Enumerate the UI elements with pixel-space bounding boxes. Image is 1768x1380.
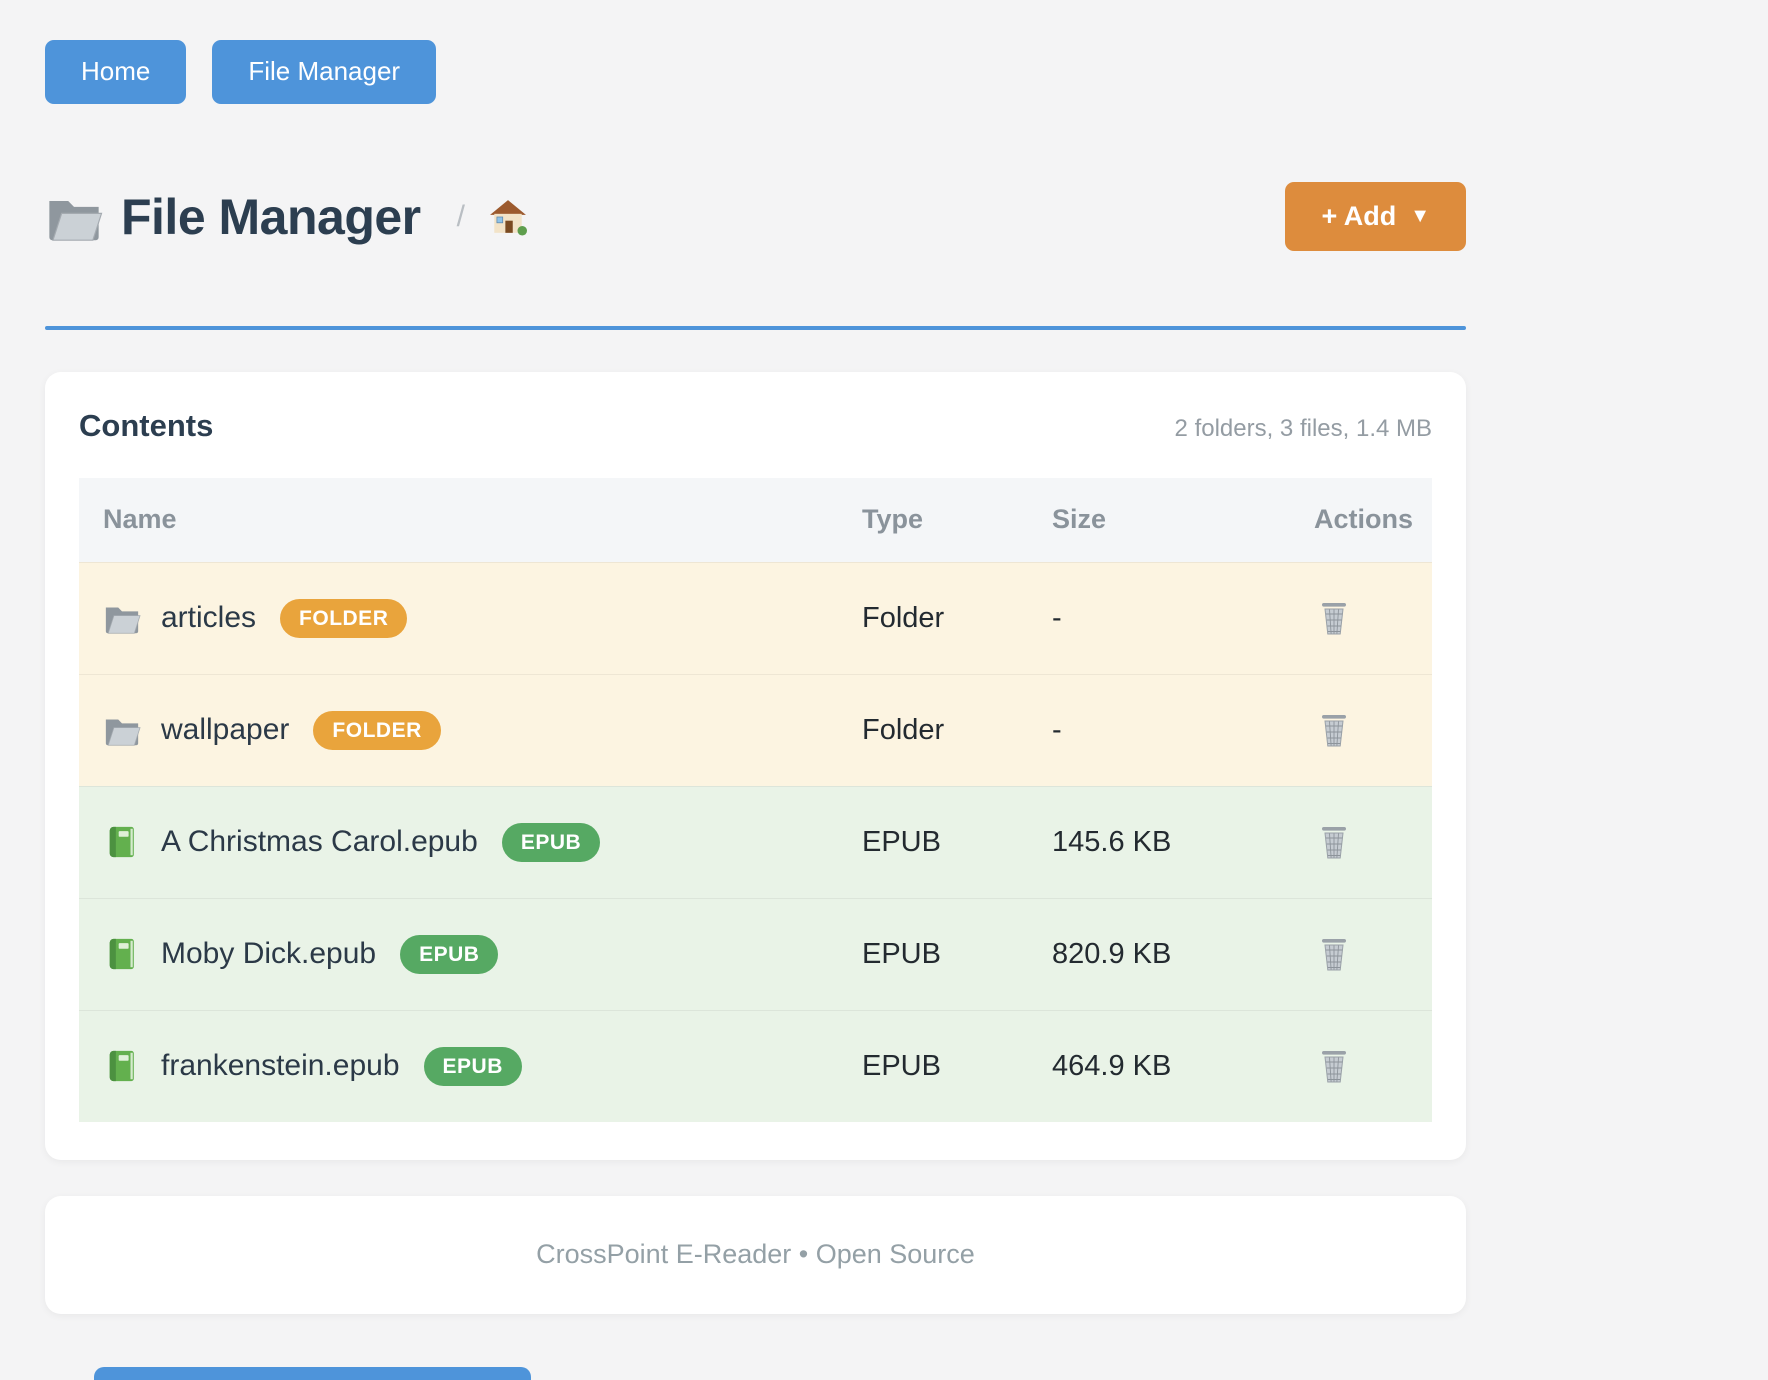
delete-button[interactable] <box>1314 820 1354 864</box>
trash-icon <box>1318 712 1350 748</box>
divider-rule <box>45 325 1466 330</box>
type-badge: EPUB <box>423 1046 522 1086</box>
table-row: A Christmas Carol.epub EPUB EPUB 145.6 K… <box>79 785 1432 898</box>
file-name[interactable]: articles <box>161 601 257 635</box>
size-value: - <box>1052 713 1062 746</box>
file-name[interactable]: Moby Dick.epub <box>161 937 377 971</box>
column-header-name: Name <box>103 504 177 535</box>
book-icon <box>103 937 141 971</box>
file-name[interactable]: frankenstein.epub <box>161 1049 400 1083</box>
table-row: Moby Dick.epub EPUB EPUB 820.9 KB <box>79 897 1432 1010</box>
type-value: EPUB <box>862 1049 941 1082</box>
trash-icon <box>1318 1048 1350 1084</box>
caret-down-icon: ▼ <box>1410 205 1430 228</box>
table-row: frankenstein.epub EPUB EPUB 464.9 KB <box>79 1009 1432 1122</box>
delete-button[interactable] <box>1314 596 1354 640</box>
breadcrumb-separator: / <box>456 199 465 233</box>
actions-cell <box>1302 596 1432 641</box>
contents-summary: 2 folders, 3 files, 1.4 MB <box>1174 414 1432 442</box>
size-value: 820.9 KB <box>1052 937 1172 970</box>
contents-card: Contents 2 folders, 3 files, 1.4 MB Name… <box>45 371 1466 1160</box>
trash-icon <box>1318 936 1350 972</box>
column-header-actions: Actions <box>1314 504 1414 535</box>
name-cell: Moby Dick.epub EPUB <box>79 934 862 974</box>
folder-icon <box>103 601 141 635</box>
type-badge: EPUB <box>400 934 499 974</box>
page-container: Home File Manager File Manager / + Add ▼… <box>45 0 1466 1314</box>
actions-cell <box>1302 932 1432 977</box>
trash-icon <box>1318 824 1350 860</box>
column-header-size: Size <box>1052 504 1107 535</box>
title-group: File Manager / <box>45 188 527 246</box>
actions-cell <box>1302 708 1432 753</box>
size-value: 464.9 KB <box>1052 1049 1172 1082</box>
type-value: EPUB <box>862 937 941 970</box>
add-button[interactable]: + Add ▼ <box>1285 182 1466 252</box>
name-cell: frankenstein.epub EPUB <box>79 1046 862 1086</box>
table-row: wallpaper FOLDER Folder - <box>79 673 1432 786</box>
trash-icon <box>1318 600 1350 636</box>
file-manager-button[interactable]: File Manager <box>212 40 437 104</box>
file-name[interactable]: A Christmas Carol.epub <box>161 825 478 859</box>
type-badge: FOLDER <box>313 710 441 750</box>
folder-icon <box>103 713 141 747</box>
files-table: Name Type Size Actions articles FOLDER F… <box>79 477 1432 1122</box>
book-icon <box>103 1049 141 1083</box>
name-cell: wallpaper FOLDER <box>79 710 862 750</box>
type-value: EPUB <box>862 825 941 858</box>
footer-text: CrossPoint E-Reader • Open Source <box>536 1239 975 1270</box>
footer-card: CrossPoint E-Reader • Open Source <box>45 1195 1466 1314</box>
page-title: File Manager <box>121 188 421 245</box>
home-button[interactable]: Home <box>45 40 187 104</box>
actions-cell <box>1302 1044 1432 1089</box>
column-header-type: Type <box>862 504 924 535</box>
name-cell: A Christmas Carol.epub EPUB <box>79 822 862 862</box>
table-header-row: Name Type Size Actions <box>79 477 1432 562</box>
contents-card-header: Contents 2 folders, 3 files, 1.4 MB <box>79 408 1432 444</box>
delete-button[interactable] <box>1314 932 1354 976</box>
partially-visible-button[interactable] <box>94 1367 531 1380</box>
delete-button[interactable] <box>1314 708 1354 752</box>
actions-cell <box>1302 820 1432 865</box>
top-nav: Home File Manager <box>45 40 1466 104</box>
table-row: articles FOLDER Folder - <box>79 561 1432 674</box>
add-button-label: + Add <box>1321 201 1397 232</box>
name-cell: articles FOLDER <box>79 598 862 638</box>
type-badge: FOLDER <box>280 598 408 638</box>
size-value: - <box>1052 601 1062 634</box>
delete-button[interactable] <box>1314 1044 1354 1088</box>
home-icon[interactable] <box>489 198 527 236</box>
type-badge: EPUB <box>501 822 601 862</box>
folder-icon <box>45 192 103 242</box>
book-icon <box>103 825 141 859</box>
type-value: Folder <box>862 713 945 746</box>
file-name[interactable]: wallpaper <box>161 713 290 747</box>
contents-heading: Contents <box>79 407 214 443</box>
size-value: 145.6 KB <box>1052 825 1172 858</box>
page-header: File Manager / + Add ▼ <box>45 178 1466 256</box>
type-value: Folder <box>862 601 945 634</box>
